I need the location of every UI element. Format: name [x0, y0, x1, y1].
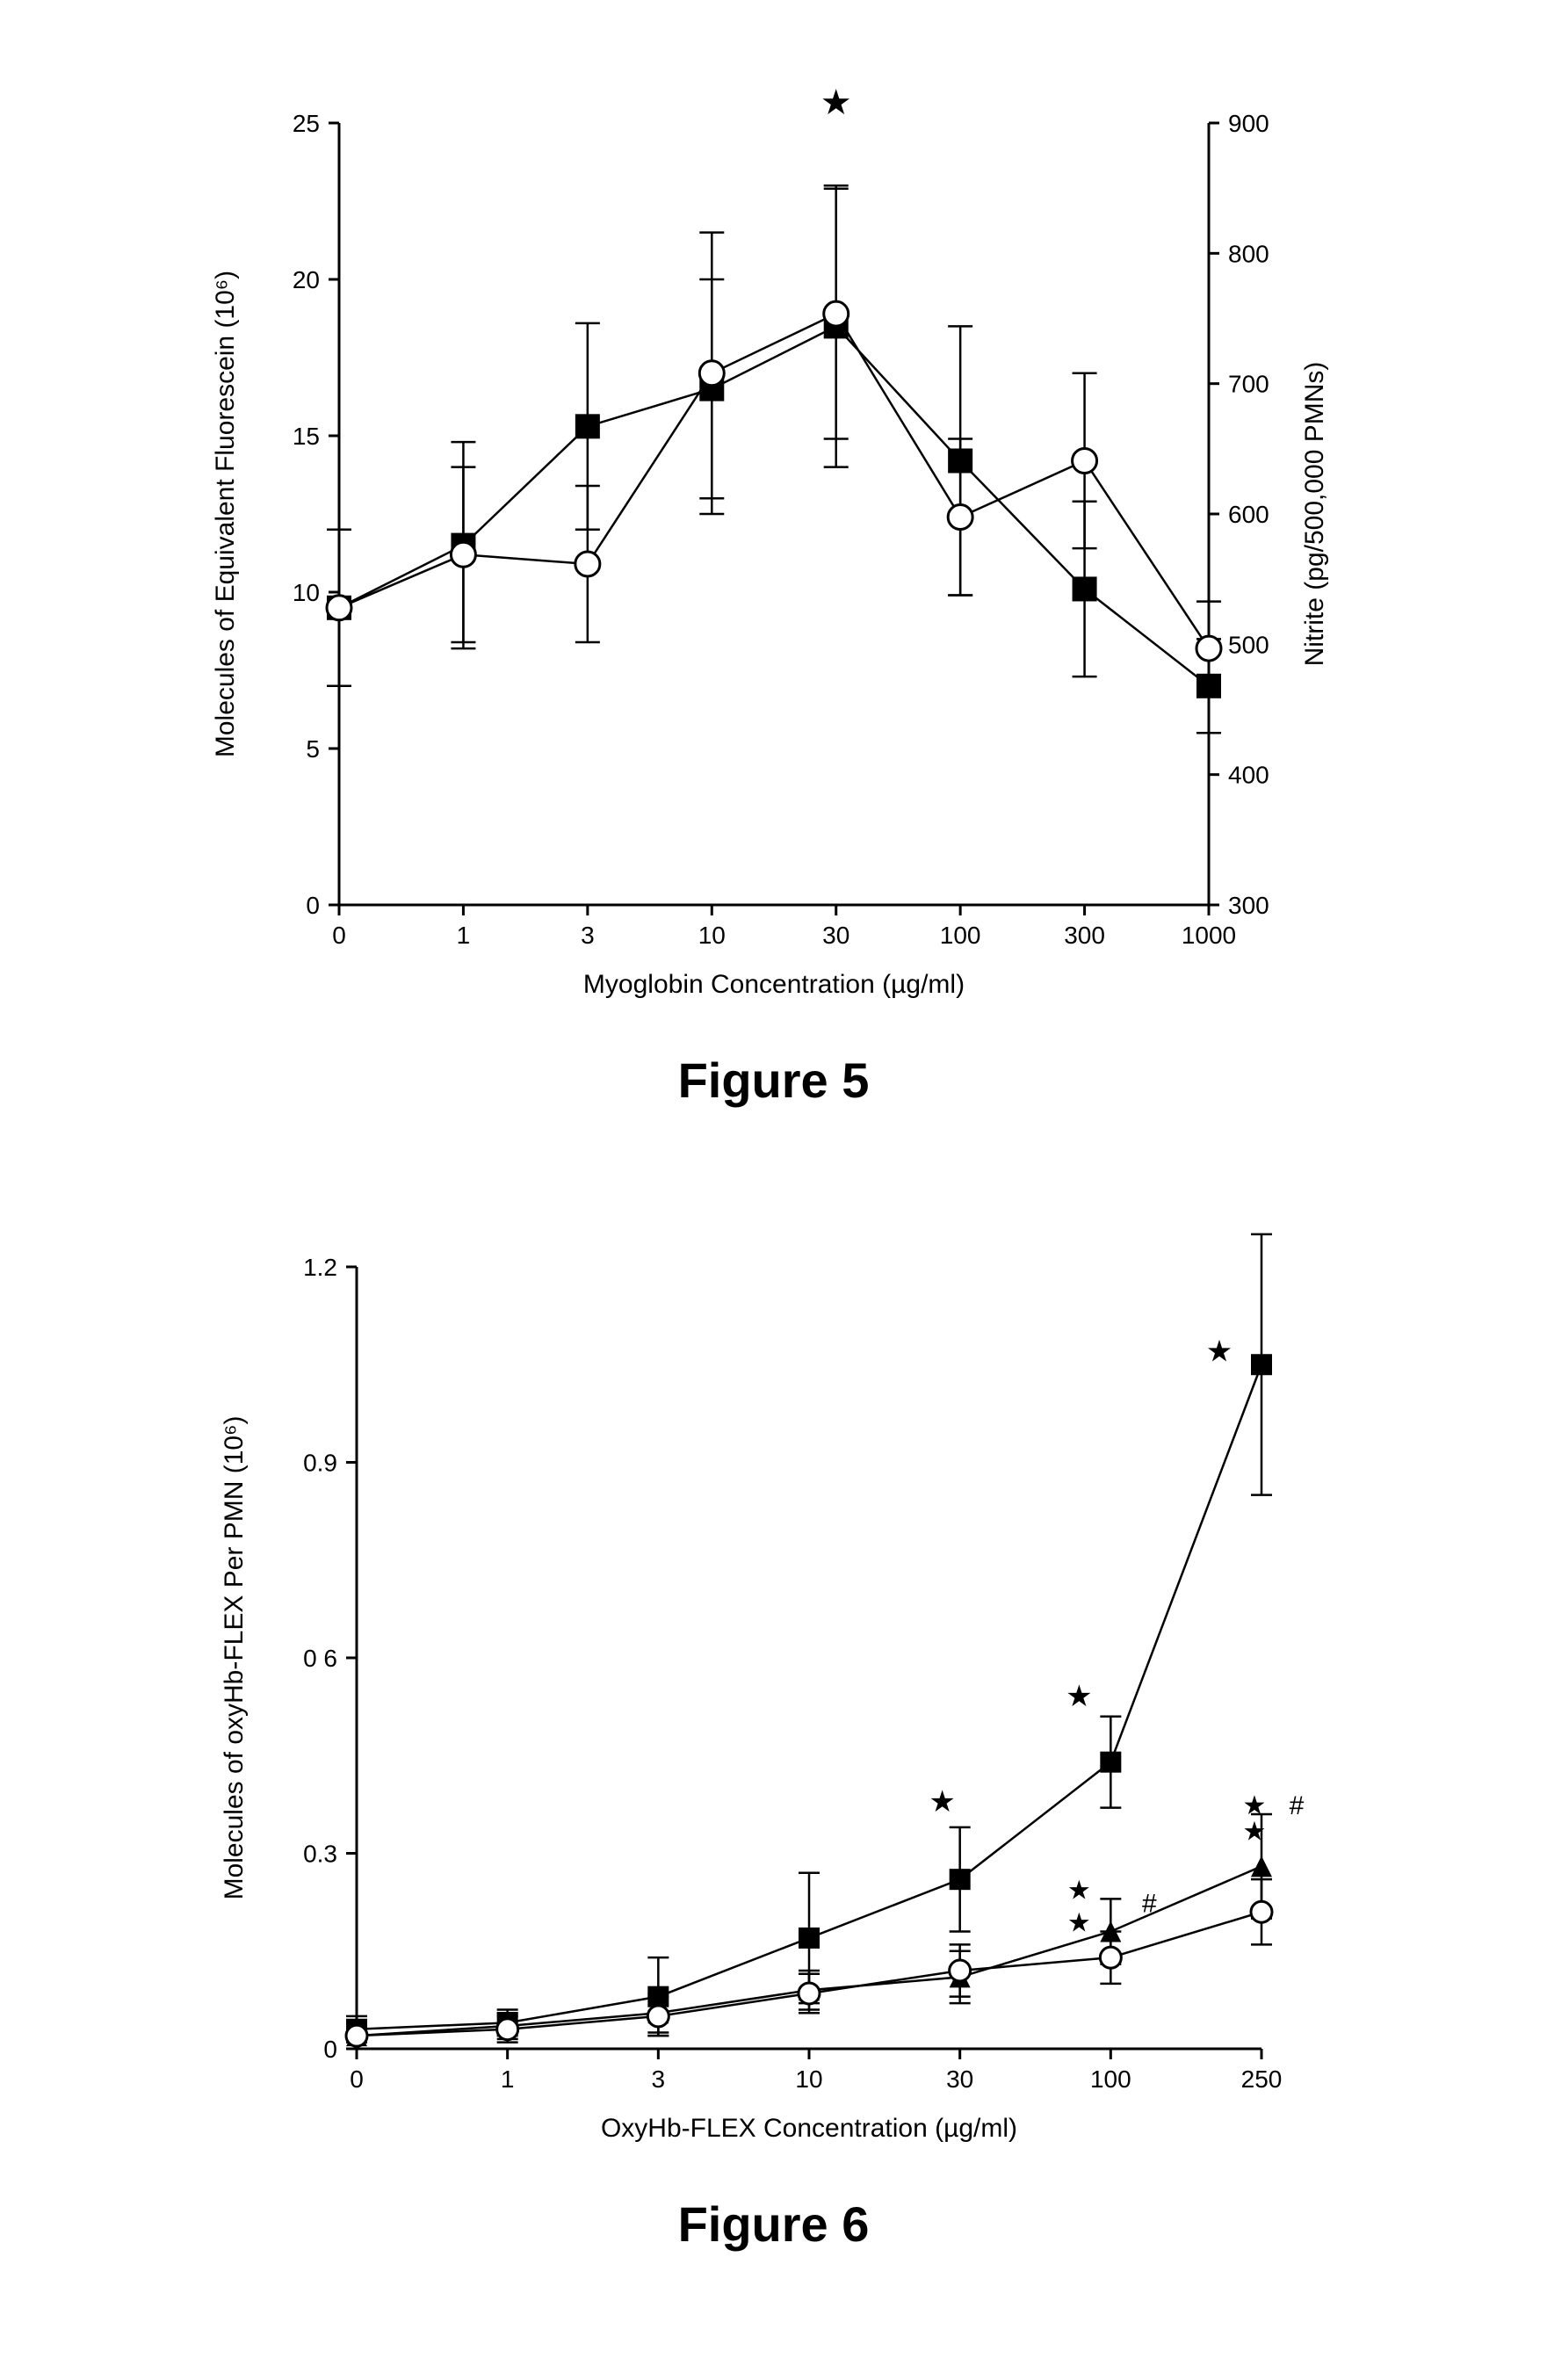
svg-text:25: 25 — [292, 110, 319, 137]
svg-text:★: ★ — [820, 83, 851, 122]
svg-text:10: 10 — [795, 2065, 822, 2093]
figure-5-block: 0 5 10 15 20 25 300 400 500 600 700 800 900 0 1 3 10 30 10… — [181, 70, 1367, 1109]
svg-text:★: ★ — [929, 1785, 955, 1819]
page: 0510152025300400500600700800900013103010… — [0, 0, 1547, 2380]
svg-text:0: 0 — [306, 892, 320, 919]
svg-text:1: 1 — [500, 2065, 514, 2093]
figure-6-chart: 0 0.3 0 6 0.9 1.2 0 1 3 10 30 100 250 OxyHb-FLEX Con… — [181, 1214, 1367, 2181]
svg-text:0 6: 0 6 — [303, 1645, 337, 1672]
svg-text:#: # — [1289, 1791, 1304, 1820]
svg-text:700: 700 — [1228, 371, 1269, 398]
svg-text:Nitrite (pg/500,000 PMNs): Nitrite (pg/500,000 PMNs) — [1300, 362, 1329, 667]
svg-text:300: 300 — [1228, 892, 1269, 919]
svg-text:0.9: 0.9 — [303, 1450, 337, 1477]
figure-6-block: 0 0.3 0 6 0.9 1.2 0 1 3 10 30 100 250 OxyHb-FLEX Con… — [181, 1214, 1367, 2253]
svg-text:★: ★ — [1242, 1818, 1266, 1847]
svg-text:20: 20 — [292, 266, 319, 293]
svg-text:30: 30 — [946, 2065, 973, 2093]
svg-text:3: 3 — [581, 922, 595, 949]
svg-text:Molecules of oxyHb-FLEX Per PM: Molecules of oxyHb-FLEX Per PMN (10⁶) — [220, 1416, 249, 1900]
svg-text:★: ★ — [1205, 1335, 1232, 1368]
svg-text:10: 10 — [698, 922, 725, 949]
svg-text:100: 100 — [939, 922, 980, 949]
svg-text:300: 300 — [1064, 922, 1105, 949]
figure-5-chart: 0 5 10 15 20 25 300 400 500 600 700 800 900 0 1 3 10 30 10… — [181, 70, 1367, 1037]
svg-text:30: 30 — [822, 922, 849, 949]
svg-text:Myoglobin Concentration (µg/ml: Myoglobin Concentration (µg/ml) — [582, 970, 964, 999]
svg-text:800: 800 — [1228, 240, 1269, 267]
svg-text:Molecules of Equivalent Fluore: Molecules of Equivalent Fluorescein (10⁶… — [211, 271, 240, 757]
svg-text:500: 500 — [1228, 631, 1269, 658]
svg-text:400: 400 — [1228, 762, 1269, 789]
figure-6-caption: Figure 6 — [181, 2196, 1367, 2253]
svg-text:1.2: 1.2 — [303, 1254, 337, 1281]
svg-text:0.3: 0.3 — [303, 1841, 337, 1868]
svg-text:OxyHb-FLEX Concentration (µg/m: OxyHb-FLEX Concentration (µg/ml) — [600, 2114, 1016, 2143]
figure-5-caption: Figure 5 — [181, 1052, 1367, 1109]
svg-text:3: 3 — [651, 2065, 665, 2093]
svg-text:10: 10 — [292, 579, 319, 606]
svg-text:1000: 1000 — [1181, 922, 1235, 949]
svg-text:600: 600 — [1228, 501, 1269, 528]
svg-text:250: 250 — [1240, 2065, 1282, 2093]
svg-text:★: ★ — [1242, 1791, 1266, 1820]
svg-text:0: 0 — [332, 922, 346, 949]
svg-text:★: ★ — [1066, 1909, 1090, 1938]
svg-text:★: ★ — [1066, 1680, 1092, 1713]
svg-text:0: 0 — [323, 2036, 337, 2063]
svg-text:100: 100 — [1089, 2065, 1131, 2093]
svg-text:1: 1 — [456, 922, 470, 949]
svg-text:900: 900 — [1228, 110, 1269, 137]
svg-text:★: ★ — [1066, 1876, 1090, 1905]
svg-text:5: 5 — [306, 735, 320, 763]
svg-text:#: # — [1141, 1889, 1156, 1918]
svg-text:0: 0 — [350, 2065, 364, 2093]
svg-text:15: 15 — [292, 423, 319, 450]
